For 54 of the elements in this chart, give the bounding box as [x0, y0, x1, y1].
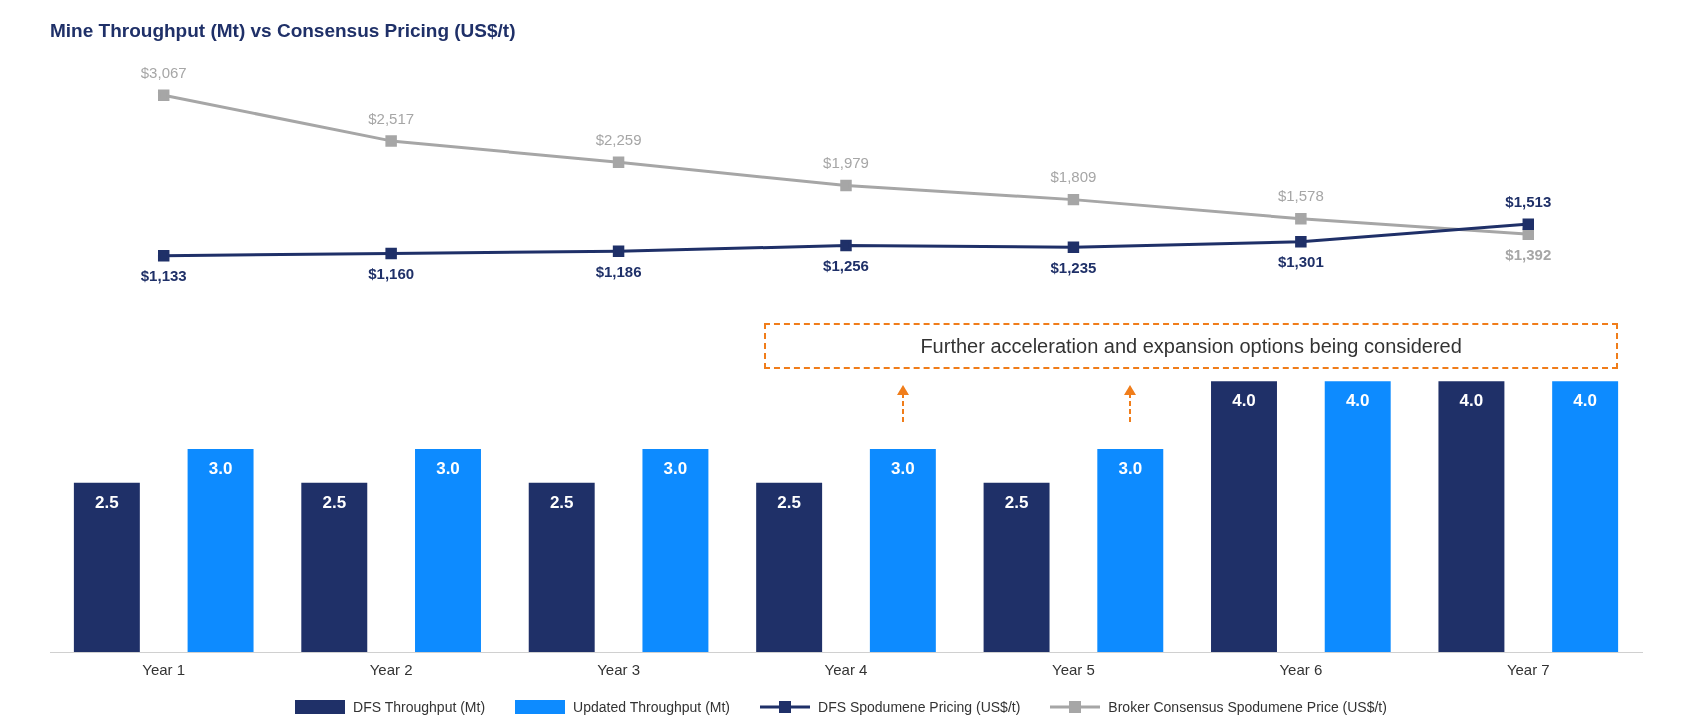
x-tick-label: Year 2 — [369, 661, 413, 679]
data-label: 2.5 — [777, 492, 801, 512]
point — [385, 135, 397, 147]
data-label: 4.0 — [1345, 391, 1370, 411]
chart-title: Mine Throughput (Mt) vs Consensus Pricing (US$/t) — [50, 19, 516, 41]
data-label: 2.5 — [549, 492, 574, 512]
data-label: 2.5 — [95, 492, 119, 512]
point — [385, 247, 397, 260]
x-tick-label: Year 4 — [824, 661, 868, 679]
legend-label: Updated Throughput (Mt) — [573, 699, 731, 715]
x-tick-label: Year 7 — [1506, 661, 1550, 679]
data-label: 2.5 — [1004, 492, 1029, 512]
point — [157, 89, 170, 101]
data-label: $3,067 — [140, 63, 187, 81]
x-tick-label: Year 5 — [1052, 661, 1095, 679]
point — [840, 239, 852, 252]
data-label: $1,186 — [595, 262, 642, 280]
x-tick-label: Year 3 — [597, 661, 640, 679]
x-tick-label: Year 6 — [1279, 661, 1323, 679]
point — [1522, 218, 1535, 230]
point — [612, 245, 625, 258]
x-tick-label: Year 1 — [142, 661, 186, 679]
point — [1067, 241, 1080, 253]
data-label: $1,809 — [1050, 168, 1097, 186]
data-label: 2.5 — [322, 492, 347, 512]
data-label: 3.0 — [1118, 459, 1143, 479]
legend-label: DFS Spodumene Pricing (US$/t) — [818, 699, 1021, 715]
text: Further acceleration and expansion options being considered — [764, 323, 1619, 370]
data-label: 3.0 — [208, 459, 233, 479]
data-label: 4.0 — [1232, 391, 1256, 411]
point — [157, 249, 170, 262]
data-label: $1,578 — [1277, 187, 1324, 205]
point — [1295, 213, 1307, 225]
data-label: 4.0 — [1459, 391, 1484, 411]
data-label: $1,235 — [1050, 258, 1097, 276]
data-label: $1,513 — [1505, 192, 1552, 210]
data-label: 3.0 — [436, 459, 460, 479]
data-label: 4.0 — [1573, 391, 1597, 411]
data-label: $1,301 — [1277, 253, 1324, 271]
data-label: $2,517 — [368, 109, 415, 127]
data-label: $1,392 — [1505, 245, 1552, 263]
data-label: 3.0 — [891, 459, 915, 479]
point — [840, 179, 852, 192]
data-label: 3.0 — [663, 459, 688, 479]
point — [1295, 236, 1307, 248]
legend-label: Broker Consensus Spodumene Price (US$/t) — [1108, 699, 1387, 715]
data-label: $1,256 — [823, 257, 869, 275]
point — [612, 156, 625, 169]
data-label: $2,259 — [595, 130, 642, 148]
point — [1067, 193, 1080, 206]
data-label: $1,133 — [140, 267, 187, 285]
data-label: $1,979 — [823, 154, 869, 172]
legend-label: DFS Throughput (Mt) — [353, 699, 486, 715]
data-label: $1,160 — [368, 265, 415, 283]
